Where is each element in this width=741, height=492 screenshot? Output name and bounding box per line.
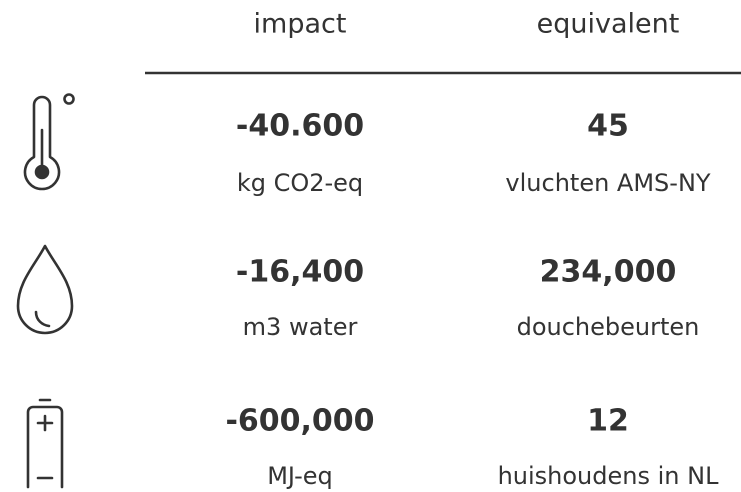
impact-value: -16,400	[236, 255, 364, 290]
equivalent-value: 45	[587, 109, 629, 144]
impact-value: -600,000	[225, 404, 374, 439]
water-drop-icon	[16, 244, 74, 335]
equivalent-value: 12	[587, 404, 629, 439]
impact-unit: m3 water	[243, 313, 358, 341]
header-equivalent: equivalent	[537, 9, 680, 40]
equivalent-value: 234,000	[540, 255, 677, 290]
equivalent-unit: douchebeurten	[517, 313, 700, 341]
equivalent-unit: vluchten AMS-NY	[505, 169, 710, 197]
equivalent-unit: huishoudens in NL	[498, 462, 720, 490]
impact-unit: MJ-eq	[267, 462, 333, 490]
header-impact: impact	[254, 9, 347, 40]
impact-value: -40.600	[236, 109, 364, 144]
battery-icon	[26, 398, 64, 489]
impact-unit: kg CO2-eq	[237, 169, 363, 197]
thermometer-icon	[23, 93, 75, 191]
